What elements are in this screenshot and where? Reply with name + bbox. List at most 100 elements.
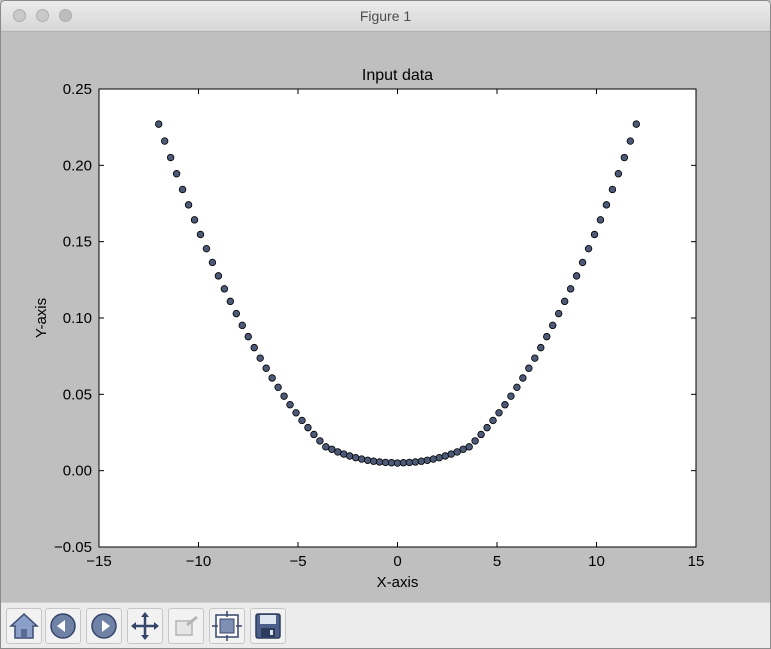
scatter-point [232, 309, 241, 318]
x-axis-label: X-axis [377, 574, 419, 591]
scatter-point [286, 401, 294, 409]
pan-button[interactable] [127, 608, 163, 644]
scatter-point [620, 153, 629, 162]
scatter-point [160, 137, 169, 145]
move-icon [131, 612, 159, 640]
y-tick-label: 0.20 [63, 157, 92, 174]
scatter-point [369, 457, 378, 465]
scatter-point [513, 383, 521, 392]
scatter-point [519, 374, 527, 382]
subplots-icon [212, 611, 242, 641]
title-bar: Figure 1 [1, 1, 770, 32]
scatter-point [352, 453, 360, 462]
back-button[interactable] [45, 608, 81, 644]
y-tick-label: 0.05 [63, 386, 92, 403]
scatter-point [495, 409, 503, 417]
scatter-point [250, 343, 258, 352]
arrow-left-icon [50, 613, 76, 639]
y-axis-label: Y-axis [33, 298, 50, 338]
y-axis-ticks: −0.05 0.00 0.05 0.10 0.15 0.20 0.25 [54, 81, 696, 556]
scatter-point [602, 201, 611, 209]
scatter-point [172, 170, 181, 178]
scatter-point [202, 244, 211, 253]
scatter-point [429, 455, 438, 463]
scatter-point [483, 423, 491, 432]
y-tick-label: −0.05 [54, 539, 92, 556]
scatter-points [154, 120, 640, 467]
scatter-point [244, 332, 252, 341]
x-tick-label: 5 [493, 553, 501, 570]
scatter-point [590, 230, 599, 239]
navigation-toolbar [1, 602, 770, 648]
scatter-point [507, 392, 515, 400]
scatter-point [208, 258, 217, 267]
scatter-point [310, 430, 318, 439]
scatter-point [435, 453, 443, 462]
scatter-point [566, 285, 575, 293]
x-tick-label: −15 [86, 553, 111, 570]
x-axis-ticks: −15 −10 −5 0 5 10 15 [86, 89, 704, 570]
scatter-point [280, 392, 288, 400]
save-icon [255, 613, 281, 639]
zoom-rect-icon [175, 615, 198, 636]
scatter-point [471, 437, 479, 445]
scatter-point [178, 185, 187, 194]
scatter-point [626, 137, 635, 145]
scatter-point [543, 332, 551, 341]
close-window-button[interactable] [13, 9, 26, 22]
y-tick-label: 0.15 [63, 234, 92, 251]
scatter-point [346, 452, 354, 460]
x-tick-label: −5 [289, 553, 306, 570]
scatter-point [489, 416, 497, 425]
scatter-point [525, 364, 533, 372]
scatter-point [560, 297, 569, 306]
x-tick-label: 10 [588, 553, 605, 570]
scatter-point [549, 321, 557, 330]
window-title: Figure 1 [359, 8, 412, 24]
plot-area [99, 89, 696, 547]
scatter-point [501, 401, 509, 409]
home-icon [9, 612, 39, 639]
scatter-point [357, 455, 366, 463]
home-button[interactable] [6, 608, 42, 644]
scatter-point [292, 409, 300, 417]
minimize-window-button[interactable] [36, 9, 49, 22]
scatter-point [423, 456, 432, 464]
x-tick-label: 0 [393, 553, 401, 570]
figure-canvas: Input data X-axis Y-axis −15 −10 −5 0 5 10 15 … [1, 32, 770, 602]
scatter-point [453, 448, 461, 456]
scatter-point [477, 430, 485, 439]
x-tick-label: −10 [186, 553, 211, 570]
scatter-chart: Input data X-axis Y-axis −15 −10 −5 0 5 10 15 … [33, 67, 704, 591]
scatter-point [537, 343, 545, 352]
zoom-button[interactable] [168, 608, 204, 644]
scatter-point [196, 230, 205, 239]
scatter-point [274, 383, 282, 392]
y-tick-label: 0.00 [63, 463, 92, 480]
scatter-point [531, 354, 539, 362]
plot-frame [98, 88, 697, 548]
zoom-window-button[interactable] [59, 9, 72, 22]
scatter-point [417, 457, 426, 465]
save-button[interactable] [250, 608, 286, 644]
scatter-point [262, 364, 270, 372]
scatter-point [214, 272, 223, 280]
scatter-point [578, 258, 587, 267]
chart-title: Input data [362, 67, 433, 84]
scatter-point [584, 244, 593, 253]
scatter-point [184, 201, 193, 209]
forward-button[interactable] [86, 608, 122, 644]
scatter-point [554, 309, 563, 318]
scatter-point [465, 443, 473, 451]
x-tick-label: 15 [688, 553, 705, 570]
scatter-point [190, 216, 199, 224]
arrow-right-icon [91, 613, 117, 639]
scatter-point [268, 374, 276, 382]
scatter-point [304, 423, 312, 432]
scatter-point [608, 185, 617, 194]
scatter-point [328, 445, 336, 453]
subplots-button[interactable] [209, 608, 245, 644]
scatter-point [166, 153, 175, 162]
y-tick-label: 0.10 [63, 310, 92, 327]
